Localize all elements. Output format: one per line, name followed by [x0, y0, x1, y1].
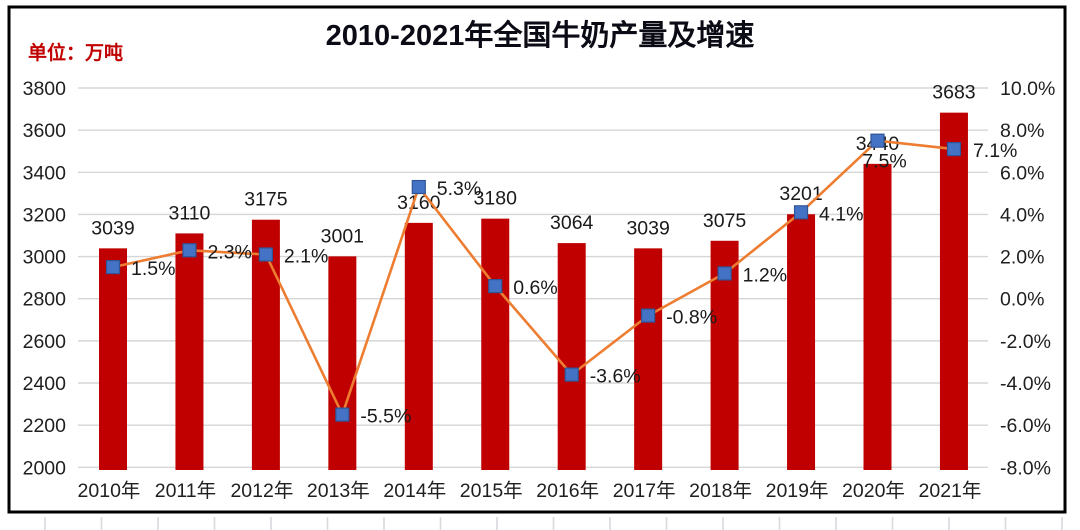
- left-axis-tick-label: 2600: [23, 331, 67, 353]
- bar-value-label: 3175: [244, 189, 288, 211]
- x-axis-category-label: 2013年: [307, 480, 370, 502]
- line-marker: [564, 367, 579, 382]
- right-axis-tick-label: 0.0%: [1000, 289, 1044, 311]
- right-axis-tick-label: 6.0%: [1000, 162, 1044, 184]
- growth-rate-label: 5.3%: [437, 178, 481, 200]
- bar-value-label: 3075: [703, 210, 747, 232]
- left-axis-tick-label: 3800: [23, 78, 67, 100]
- growth-rate-label: 1.2%: [743, 264, 787, 286]
- growth-rate-label: 2.3%: [207, 241, 251, 263]
- x-axis-category-label: 2018年: [689, 480, 752, 502]
- growth-rate-label: 4.1%: [819, 203, 863, 225]
- right-axis-tick-label: -8.0%: [1000, 457, 1051, 479]
- right-axis-tick-label: -6.0%: [1000, 415, 1051, 437]
- bar-2019年: [787, 214, 816, 470]
- unit-label: 单位：万吨: [28, 41, 123, 64]
- growth-rate-label: -3.6%: [590, 366, 641, 388]
- left-axis-tick-label: 2000: [23, 457, 67, 479]
- cropped-bottom-ruler: [44, 517, 1063, 530]
- right-axis-tick-label: 2.0%: [1000, 247, 1044, 269]
- left-axis-tick-label: 3200: [23, 204, 67, 226]
- bar-2021年: [939, 112, 968, 470]
- growth-rate-label: 2.1%: [284, 245, 328, 267]
- chart-title: 2010-2021年全国牛奶产量及增速: [326, 18, 755, 52]
- line-marker: [793, 205, 809, 220]
- bar-value-label: 3201: [779, 183, 822, 205]
- bar-2010年: [99, 248, 127, 470]
- line-marker: [717, 266, 732, 281]
- bar-2011年: [175, 233, 204, 470]
- growth-line: [112, 139, 955, 416]
- bar-value-label: 3110: [168, 202, 210, 224]
- growth-rate-label: -0.8%: [666, 307, 717, 329]
- right-axis-tick-label: -4.0%: [1000, 373, 1051, 395]
- line-marker: [488, 278, 503, 294]
- line-marker: [258, 247, 273, 262]
- growth-rate-label: 7.1%: [973, 140, 1017, 162]
- left-axis-tick-label: 2800: [23, 289, 67, 311]
- bar-value-label: 3001: [321, 225, 364, 247]
- x-axis-category-label: 2019年: [766, 480, 829, 502]
- bar-value-label: 3160: [397, 192, 441, 214]
- growth-rate-label: 1.5%: [131, 258, 175, 280]
- left-axis-tick-label: 3400: [23, 162, 67, 184]
- line-marker: [335, 407, 350, 422]
- x-axis-category-label: 2020年: [842, 480, 905, 502]
- bar-2013年: [328, 256, 357, 470]
- growth-rate-label: 7.5%: [862, 151, 906, 173]
- x-axis-category-label: 2021年: [919, 480, 982, 502]
- left-axis-tick-label: 2400: [23, 373, 67, 395]
- line-marker: [105, 260, 121, 275]
- line-marker: [182, 243, 197, 258]
- growth-rate-label: 0.6%: [513, 277, 557, 299]
- bar-2014年: [404, 222, 433, 470]
- x-axis-category-label: 2012年: [230, 480, 293, 502]
- right-axis-tick-label: 4.0%: [1000, 204, 1044, 226]
- bar-value-label: 3683: [932, 82, 975, 104]
- line-marker: [641, 308, 656, 323]
- bar-value-label: 3180: [474, 188, 518, 210]
- x-axis-category-label: 2010年: [78, 480, 141, 502]
- x-axis-category-label: 2015年: [460, 480, 523, 502]
- left-axis-tick-label: 3600: [23, 120, 67, 142]
- growth-rate-label: -5.5%: [360, 406, 411, 428]
- x-axis-category-label: 2014年: [383, 480, 446, 502]
- bar-2020年: [863, 163, 892, 471]
- right-axis-tick-label: 10.0%: [1000, 78, 1055, 100]
- right-axis-tick-label: -2.0%: [1000, 331, 1051, 353]
- bar-2015年: [481, 218, 510, 470]
- line-marker: [870, 133, 885, 148]
- bar-value-label: 3039: [91, 217, 134, 239]
- line-marker: [411, 179, 426, 195]
- bar-2017年: [634, 248, 663, 470]
- x-axis-category-label: 2016年: [536, 480, 599, 502]
- line-marker: [946, 142, 962, 157]
- left-axis-tick-label: 2200: [23, 415, 67, 437]
- bar-2016年: [557, 243, 586, 470]
- bar-value-label: 3039: [626, 217, 669, 239]
- x-axis-category-label: 2017年: [613, 480, 676, 502]
- plot-area: 3800 10.0% 3600 8.0% 3400 6.0% 3200 4.0% 3000 2.0…: [23, 78, 1056, 502]
- x-axis-category-label: 2011年: [155, 480, 216, 502]
- right-axis-tick-label: 8.0%: [1000, 120, 1044, 142]
- left-axis-tick-label: 3000: [23, 247, 67, 269]
- bar-value-label: 3064: [550, 212, 594, 234]
